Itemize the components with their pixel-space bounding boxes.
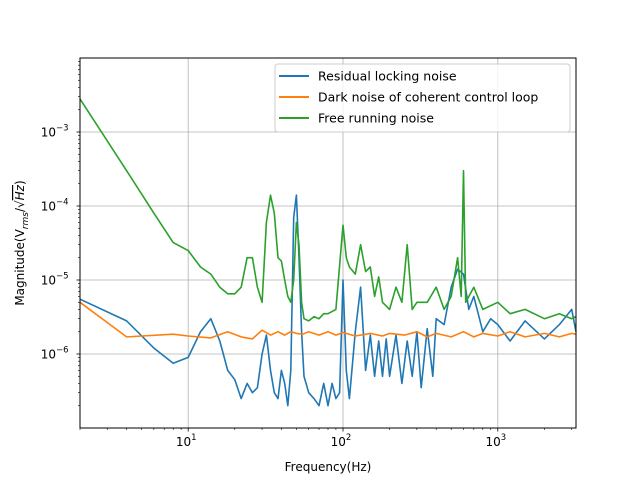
legend-label-dark-noise: Dark noise of coherent control loop [318, 90, 538, 105]
x-tick-base: 10 [176, 435, 191, 449]
x-tick-label: 101 [176, 433, 197, 449]
x-tick-base: 10 [485, 435, 500, 449]
series-free-running-noise [79, 98, 577, 322]
x-tick-exponent: 1 [191, 433, 196, 443]
y-tick-label: 10−6 [41, 346, 69, 362]
axis-ticks [76, 61, 572, 432]
y-tick-exponent: −5 [56, 272, 69, 282]
legend-label-free-running: Free running noise [318, 111, 434, 126]
y-tick-base: 10 [41, 200, 56, 214]
x-tick-label: 102 [331, 433, 352, 449]
y-tick-base: 10 [41, 126, 56, 140]
legend-label-residual: Residual locking noise [318, 69, 457, 84]
y-tick-exponent: −3 [56, 124, 69, 134]
x-tick-base: 10 [331, 435, 346, 449]
x-tick-exponent: 3 [501, 433, 506, 443]
series-layer [79, 98, 577, 407]
legend: Residual locking noise Dark noise of coh… [274, 63, 571, 133]
y-axis-label: Magnitude(Vrms/√Hz) [13, 180, 31, 305]
y-tick-exponent: −4 [56, 198, 69, 208]
x-tick-exponent: 2 [346, 433, 351, 443]
y-tick-label: 10−5 [41, 272, 69, 288]
x-axis-label: Frequency(Hz) [285, 460, 372, 474]
y-tick-exponent: −6 [56, 346, 69, 356]
y-tick-label: 10−4 [41, 198, 69, 214]
x-tick-label: 103 [485, 433, 506, 449]
series-dark-noise [79, 301, 577, 340]
legend-box [274, 63, 571, 133]
y-tick-base: 10 [41, 274, 56, 288]
y-tick-base: 10 [41, 348, 56, 362]
y-tick-label: 10−3 [41, 124, 69, 140]
